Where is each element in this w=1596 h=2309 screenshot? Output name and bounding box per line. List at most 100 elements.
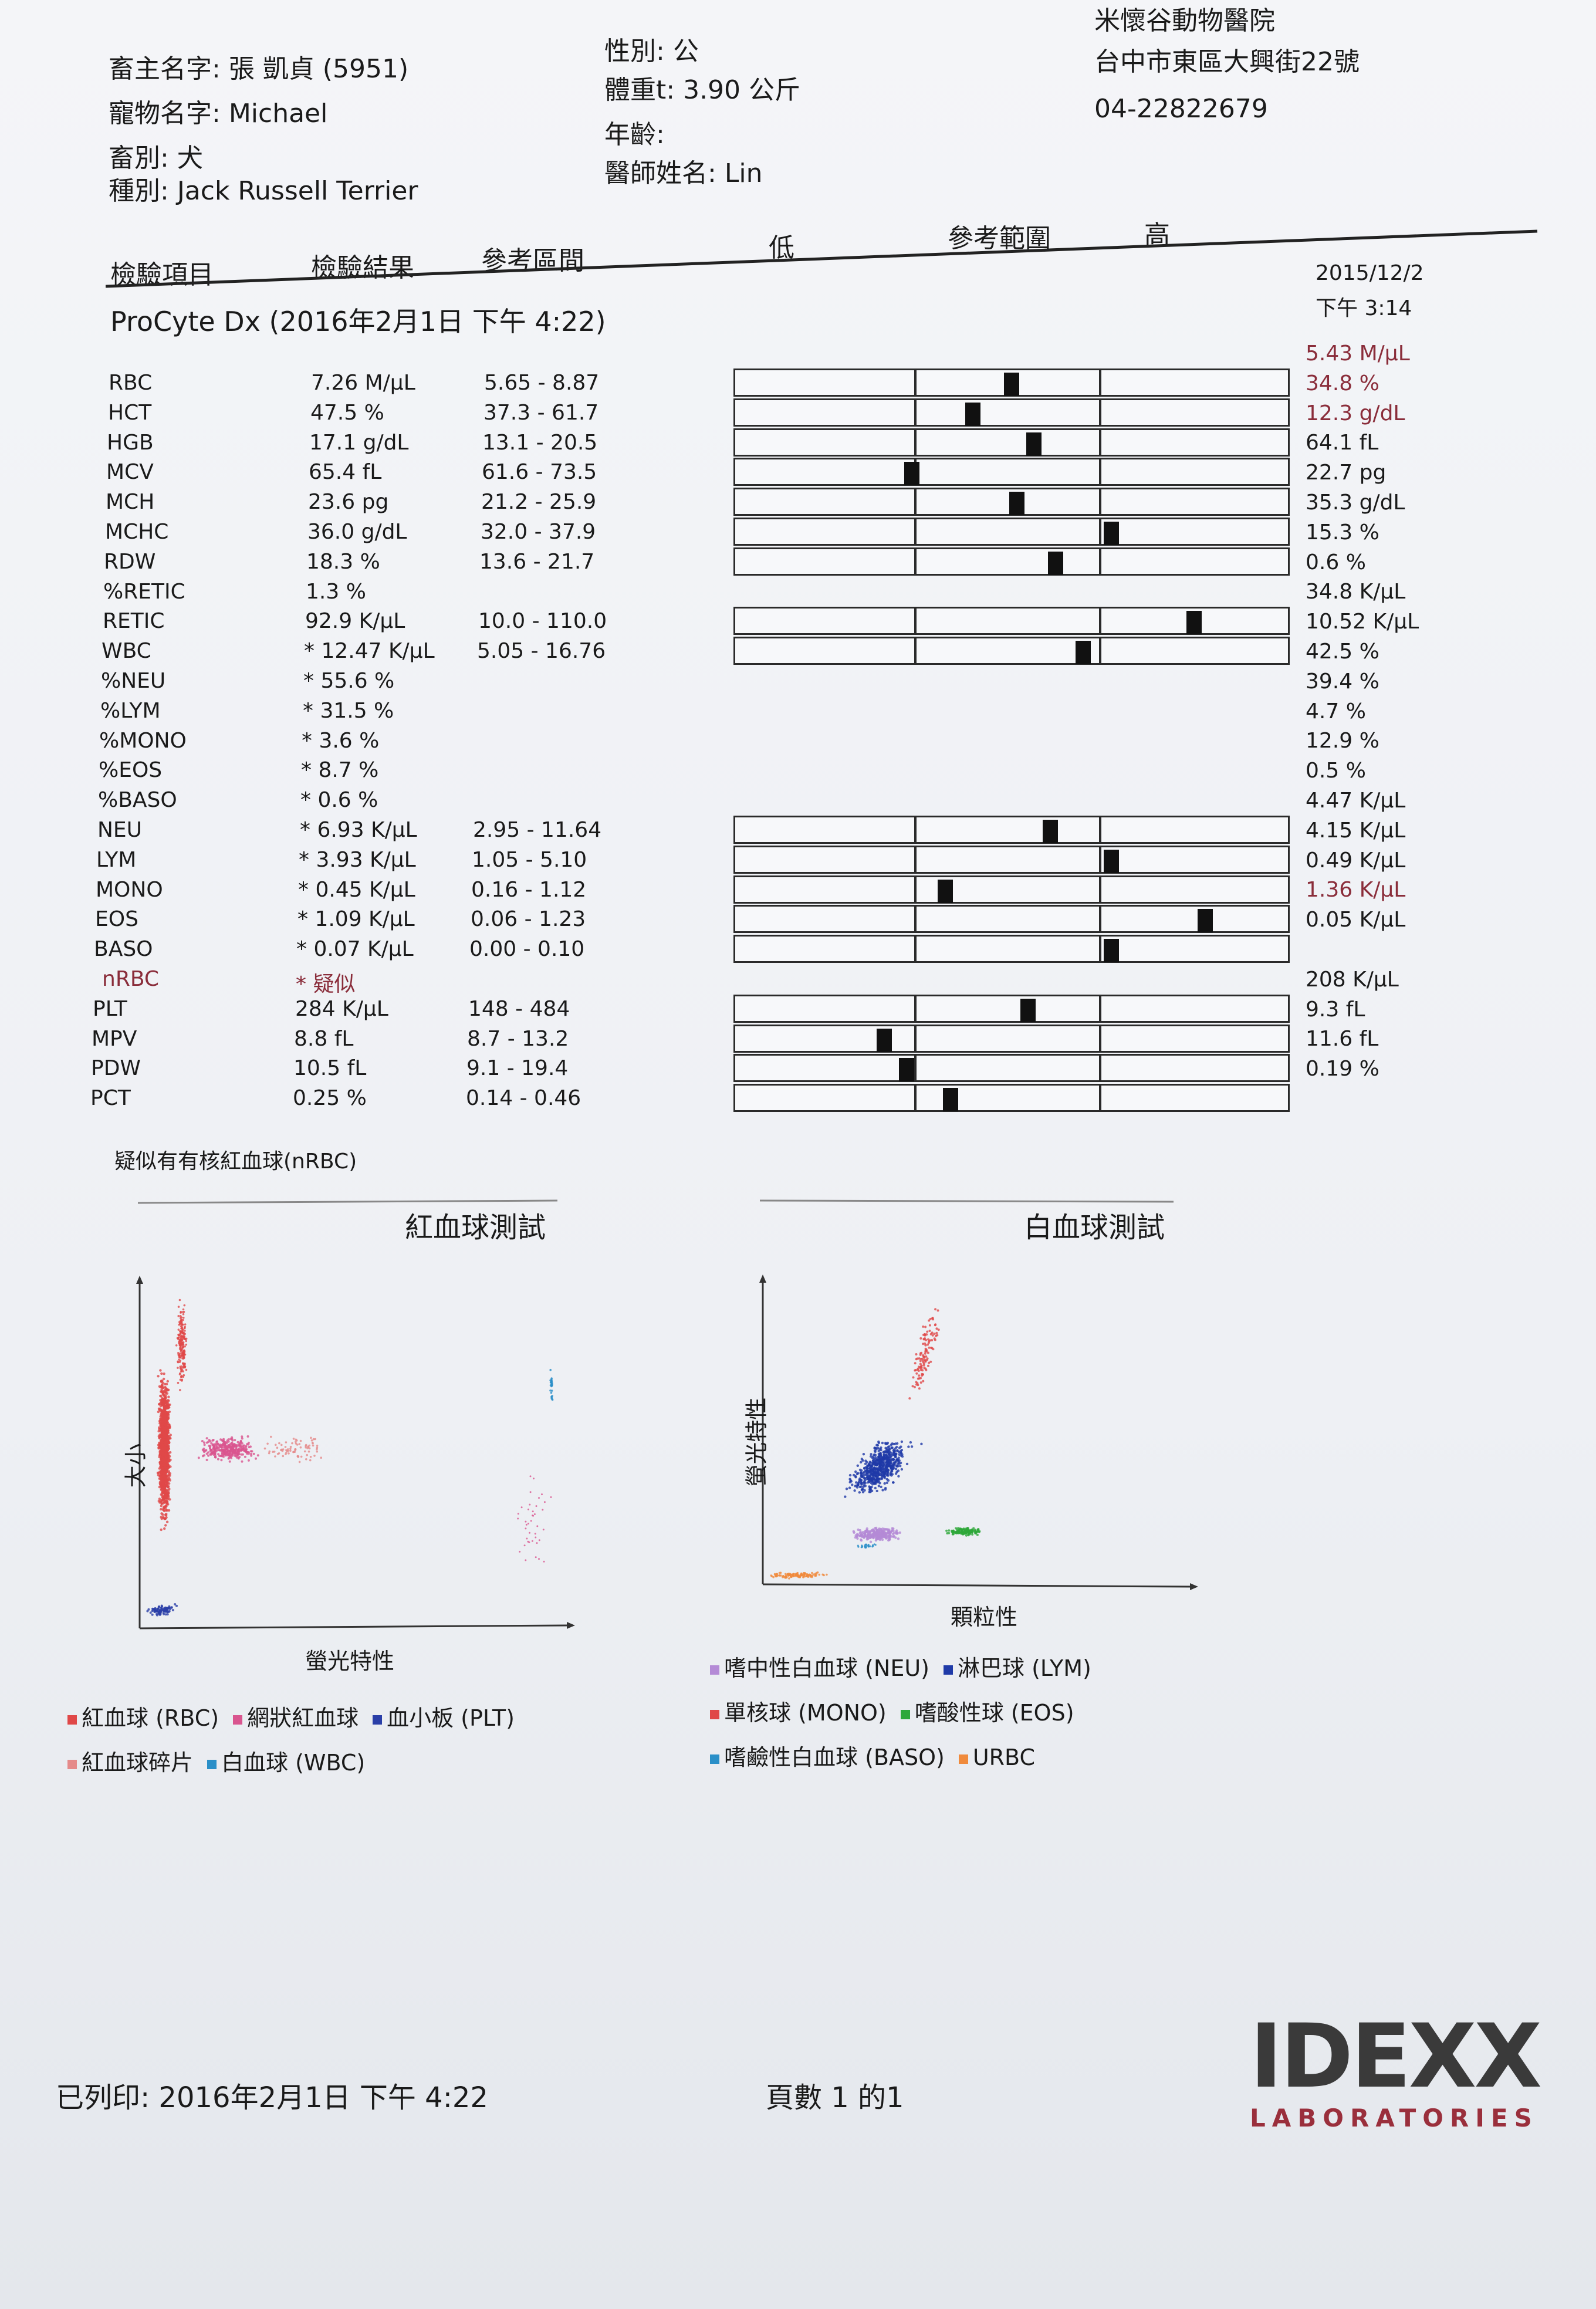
rbc-legend-swatch xyxy=(67,1715,77,1725)
prev-time: 下午 3:14 xyxy=(1316,296,1412,320)
scatter-dot xyxy=(935,1327,938,1330)
range-bar-marker xyxy=(1004,373,1019,396)
scatter-dot xyxy=(161,1466,164,1470)
scatter-dot xyxy=(165,1469,168,1473)
species-value: 犬 xyxy=(177,143,203,173)
scatter-dot xyxy=(179,1389,181,1391)
scatter-dot xyxy=(931,1334,934,1337)
scatter-dot xyxy=(175,1604,178,1607)
scatter-dot xyxy=(959,1532,962,1535)
previous-value: 15.3 % xyxy=(1306,520,1379,545)
scatter-dot xyxy=(886,1528,889,1532)
scatter-dot xyxy=(861,1490,865,1493)
scatter-dot xyxy=(272,1451,274,1453)
range-bar-low-divider xyxy=(914,935,917,963)
wbc-legend-swatch xyxy=(943,1665,953,1675)
scatter-dot xyxy=(908,1397,911,1400)
scatter-dot xyxy=(900,1440,904,1443)
wbc-x-axis xyxy=(762,1583,1192,1588)
range-bar xyxy=(733,1054,1290,1082)
result-value: * 0.45 K/µL xyxy=(298,878,415,902)
scatter-dot xyxy=(165,1493,168,1496)
scatter-dot xyxy=(845,1488,848,1490)
range-bar-marker xyxy=(1076,641,1091,664)
scatter-dot xyxy=(877,1533,880,1536)
scatter-dot xyxy=(933,1333,936,1335)
scatter-dot xyxy=(937,1328,940,1331)
scatter-dot xyxy=(310,1436,312,1439)
scatter-dot xyxy=(299,1446,302,1449)
scatter-dot xyxy=(168,1459,171,1463)
scatter-dot xyxy=(826,1573,828,1576)
rbc-scatter-plot xyxy=(136,1276,575,1630)
wbc-legend-swatch xyxy=(710,1709,719,1719)
scatter-dot xyxy=(297,1456,300,1458)
scatter-dot xyxy=(183,1304,186,1307)
wbc-x-arrow xyxy=(1190,1583,1198,1590)
scatter-dot xyxy=(965,1534,968,1537)
result-range: 1.05 - 5.10 xyxy=(472,848,587,872)
scatter-dot xyxy=(919,1381,922,1384)
scatter-dot xyxy=(887,1454,890,1457)
scatter-dot xyxy=(184,1338,187,1340)
scatter-dot xyxy=(179,1330,181,1333)
scatter-dot xyxy=(549,1390,552,1392)
scatter-dot xyxy=(162,1472,165,1475)
scatter-dot xyxy=(161,1387,164,1390)
scatter-dot xyxy=(896,1449,899,1452)
scatter-dot xyxy=(897,1537,900,1540)
result-name: EOS xyxy=(95,907,138,931)
result-range: 0.16 - 1.12 xyxy=(471,878,587,902)
scatter-dot xyxy=(288,1452,290,1455)
scatter-dot xyxy=(870,1481,873,1485)
scatter-dot xyxy=(154,1607,157,1610)
scatter-dot xyxy=(884,1446,887,1449)
scatter-dot xyxy=(927,1364,929,1367)
range-bar-high-divider xyxy=(1099,935,1101,963)
rbc-legend-label: 血小板 (PLT) xyxy=(387,1705,515,1731)
scatter-dot xyxy=(164,1397,167,1400)
scatter-dot xyxy=(182,1319,184,1321)
scatter-dot xyxy=(167,1476,170,1479)
scatter-dot xyxy=(927,1338,929,1341)
result-name: MCHC xyxy=(105,520,169,544)
scatter-dot xyxy=(861,1535,864,1539)
scatter-dot xyxy=(244,1455,246,1458)
scatter-dot xyxy=(882,1472,885,1475)
scatter-dot xyxy=(811,1571,813,1574)
range-bar-high-divider xyxy=(1099,637,1101,665)
result-row: PCT 0.25 % 0.14 - 0.46 0.19 % xyxy=(0,1057,1596,1117)
range-bar-marker xyxy=(965,403,980,426)
scatter-dot xyxy=(177,1361,180,1364)
result-range: 8.7 - 13.2 xyxy=(467,1027,569,1051)
scatter-dot xyxy=(222,1438,225,1441)
scatter-dot xyxy=(167,1466,170,1469)
scatter-dot xyxy=(177,1354,180,1356)
scatter-dot xyxy=(177,1328,180,1331)
wbc-legend-label: 嗜中性白血球 (NEU) xyxy=(724,1655,929,1681)
scatter-dot xyxy=(780,1574,782,1577)
scatter-dot xyxy=(270,1435,272,1438)
result-value: * 8.7 % xyxy=(301,758,379,782)
age-label: 年齡: xyxy=(604,120,665,150)
scatter-dot xyxy=(542,1529,545,1531)
result-range: 61.6 - 73.5 xyxy=(482,460,597,484)
scatter-dot xyxy=(821,1573,824,1576)
scatter-dot xyxy=(933,1337,936,1340)
scatter-dot xyxy=(880,1476,883,1479)
scatter-dot xyxy=(536,1525,539,1527)
previous-value: 0.05 K/µL xyxy=(1306,908,1406,932)
scatter-dot xyxy=(207,1454,210,1457)
scatter-dot xyxy=(209,1440,212,1443)
scatter-dot xyxy=(517,1517,519,1520)
scatter-dot xyxy=(861,1488,864,1491)
scatter-dot xyxy=(866,1535,869,1539)
scatter-dot xyxy=(160,1456,164,1459)
scatter-dot xyxy=(147,1608,150,1611)
scatter-dot xyxy=(971,1530,973,1533)
previous-value: 0.19 % xyxy=(1306,1057,1379,1081)
previous-value: 22.7 pg xyxy=(1306,461,1387,485)
scatter-dot xyxy=(934,1308,937,1311)
scatter-dot xyxy=(915,1353,918,1355)
range-bar-high-divider xyxy=(1099,1054,1101,1082)
